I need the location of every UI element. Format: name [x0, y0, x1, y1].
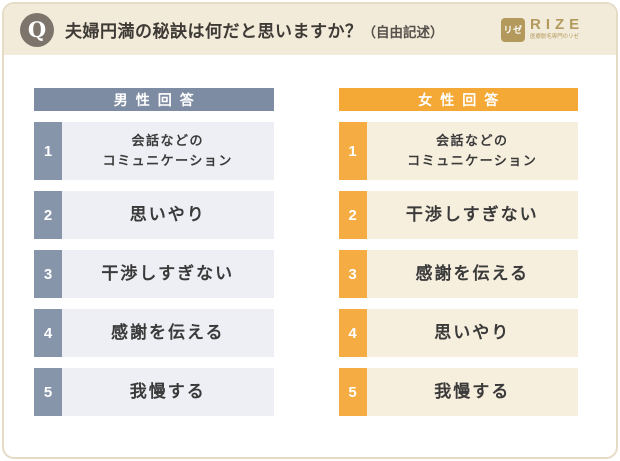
male-column-header: 男性回答 — [34, 88, 274, 111]
rize-brand-name: RIZE — [530, 16, 585, 33]
rize-tagline: 医療脱毛専門のリゼ — [530, 33, 579, 40]
rank-number: 5 — [338, 368, 367, 416]
rank-number: 3 — [338, 250, 367, 298]
rank-number: 1 — [34, 122, 62, 180]
rank-label: 感謝を伝える — [366, 250, 578, 298]
rank-label: 会話などの コミュニケーション — [366, 122, 578, 180]
question-title-note: （自由記述） — [362, 25, 444, 40]
rank-label: 感謝を伝える — [62, 309, 274, 357]
female-answers-column: 女性回答 1 会話などの コミュニケーション 2 干渉しすぎない 3 感謝を伝え… — [338, 88, 578, 427]
male-rank-row-3: 3 干渉しすぎない — [34, 250, 274, 298]
rank-number: 3 — [34, 250, 62, 298]
question-title-wrap: 夫婦円満の秘訣は何だと思いますか？ （自由記述） — [65, 17, 501, 42]
rank-number: 2 — [338, 191, 367, 239]
rank-label: 我慢する — [62, 368, 274, 416]
question-banner: Q 夫婦円満の秘訣は何だと思いますか？ （自由記述） リゼ RIZE 医療脱毛専… — [4, 4, 616, 55]
rank-label: 思いやり — [62, 191, 274, 239]
rank-number: 4 — [34, 309, 62, 357]
female-column-header: 女性回答 — [338, 88, 578, 111]
rank-label: 思いやり — [366, 309, 578, 357]
rank-label: 会話などの コミュニケーション — [62, 122, 274, 180]
male-rank-row-4: 4 感謝を伝える — [34, 309, 274, 357]
rize-logo-text: RIZE 医療脱毛専門のリゼ — [530, 17, 602, 42]
female-rank-row-5: 5 我慢する — [338, 368, 578, 416]
rank-number: 5 — [34, 368, 62, 416]
rank-number: 1 — [338, 122, 367, 180]
rank-label: 干渉しすぎない — [366, 191, 578, 239]
male-rank-row-1: 1 会話などの コミュニケーション — [34, 122, 274, 180]
rank-label: 我慢する — [366, 368, 578, 416]
male-rank-row-2: 2 思いやり — [34, 191, 274, 239]
rank-number: 2 — [34, 191, 62, 239]
question-title: 夫婦円満の秘訣は何だと思いますか？ — [65, 22, 363, 41]
male-answers-column: 男性回答 1 会話などの コミュニケーション 2 思いやり 3 干渉しすぎない … — [34, 88, 274, 427]
rank-number: 4 — [338, 309, 367, 357]
female-rank-row-4: 4 思いやり — [338, 309, 578, 357]
female-rank-row-1: 1 会話などの コミュニケーション — [338, 122, 578, 180]
male-rank-row-5: 5 我慢する — [34, 368, 274, 416]
question-badge-icon: Q — [20, 12, 54, 47]
rize-logo-mark-icon: リゼ — [501, 17, 525, 42]
rize-logo: リゼ RIZE 医療脱毛専門のリゼ — [501, 17, 602, 42]
female-rank-row-2: 2 干渉しすぎない — [338, 191, 578, 239]
ranking-columns: 男性回答 1 会話などの コミュニケーション 2 思いやり 3 干渉しすぎない … — [4, 55, 616, 427]
rank-label: 干渉しすぎない — [62, 250, 274, 298]
female-rank-row-3: 3 感謝を伝える — [338, 250, 578, 298]
